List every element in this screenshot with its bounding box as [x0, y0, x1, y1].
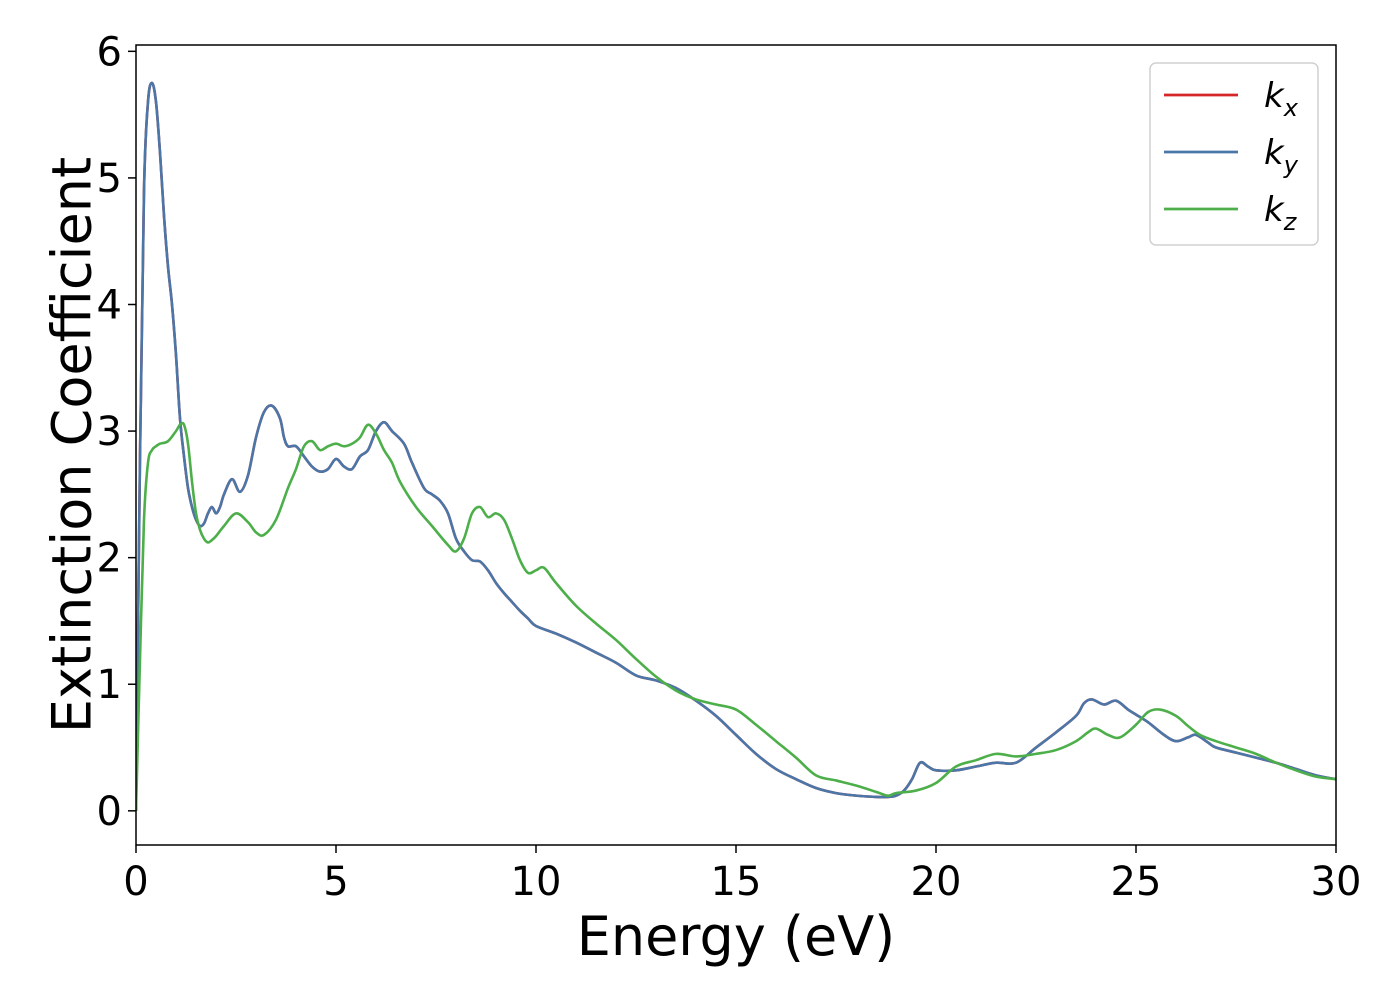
x-tick-label: 30 [1311, 859, 1362, 905]
x-tick-label: 5 [323, 859, 348, 905]
y-tick-label: 1 [97, 662, 122, 708]
y-tick-label: 3 [97, 409, 122, 455]
legend-label-ky: ky [1264, 133, 1299, 179]
x-tick-label: 20 [911, 859, 962, 905]
x-tick-label: 25 [1111, 859, 1162, 905]
series-line-kz [136, 421, 1336, 811]
x-tick-label: 0 [123, 859, 148, 905]
x-axis-label: Energy (eV) [577, 905, 896, 968]
series-line-ky [136, 81, 1336, 811]
y-axis-label: Extinction Coefficient [41, 157, 104, 733]
x-tick-label: 10 [511, 859, 562, 905]
y-tick-label: 2 [97, 536, 122, 582]
y-tick-label: 4 [97, 282, 122, 328]
plot-lines [136, 81, 1336, 811]
y-axis: 0 1 2 3 4 5 6 [97, 29, 136, 835]
y-tick-label: 6 [97, 29, 122, 75]
y-tick-label: 0 [97, 789, 122, 835]
x-tick-label: 15 [711, 859, 762, 905]
legend-label-kx: kx [1264, 76, 1299, 122]
legend: kx ky kz [1149, 62, 1319, 246]
legend-box [1149, 62, 1319, 246]
y-tick-label: 5 [97, 156, 122, 202]
x-axis: 0 5 10 15 20 25 30 [123, 845, 1361, 905]
legend-label-kz: kz [1264, 190, 1298, 236]
